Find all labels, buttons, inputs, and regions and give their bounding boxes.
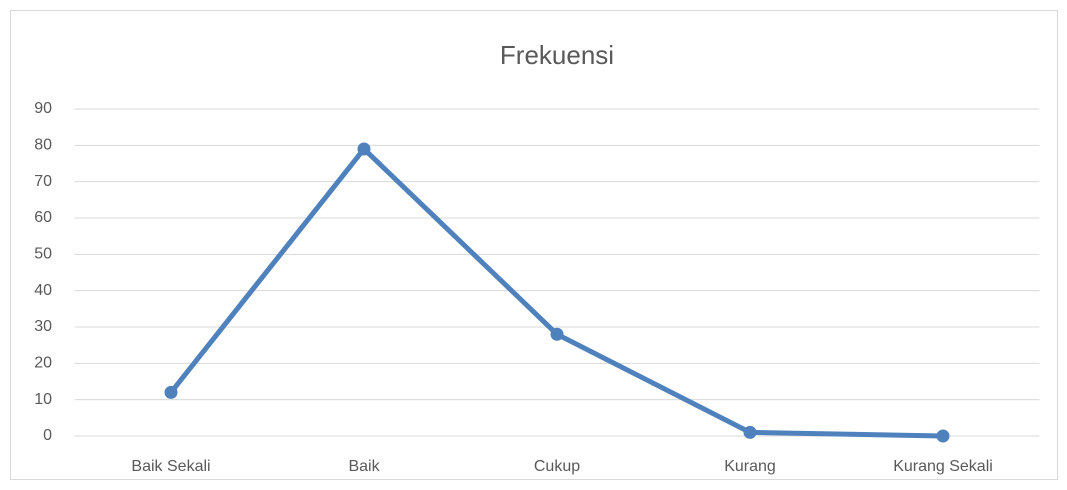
data-point <box>936 429 950 443</box>
y-tick-label: 70 <box>34 173 52 190</box>
y-tick-label: 20 <box>34 355 52 372</box>
data-point <box>550 327 564 341</box>
y-tick-label: 80 <box>34 137 52 154</box>
x-tick-label: Baik Sekali <box>131 458 210 475</box>
data-point <box>743 425 757 439</box>
y-tick-label: 60 <box>34 209 52 226</box>
y-tick-label: 30 <box>34 318 52 335</box>
y-tick-label: 10 <box>34 391 52 408</box>
data-point <box>164 385 178 399</box>
data-point <box>357 142 371 156</box>
y-tick-label: 0 <box>43 427 52 444</box>
x-tick-label: Cukup <box>534 458 580 475</box>
x-tick-label: Kurang Sekali <box>893 458 993 475</box>
y-tick-label: 40 <box>34 282 52 299</box>
y-tick-label: 50 <box>34 246 52 263</box>
x-tick-label: Baik <box>348 458 380 475</box>
chart-title: Frekuensi <box>500 40 614 70</box>
chart-border <box>10 10 1058 480</box>
x-tick-label: Kurang <box>724 458 776 475</box>
y-tick-label: 90 <box>34 100 52 117</box>
